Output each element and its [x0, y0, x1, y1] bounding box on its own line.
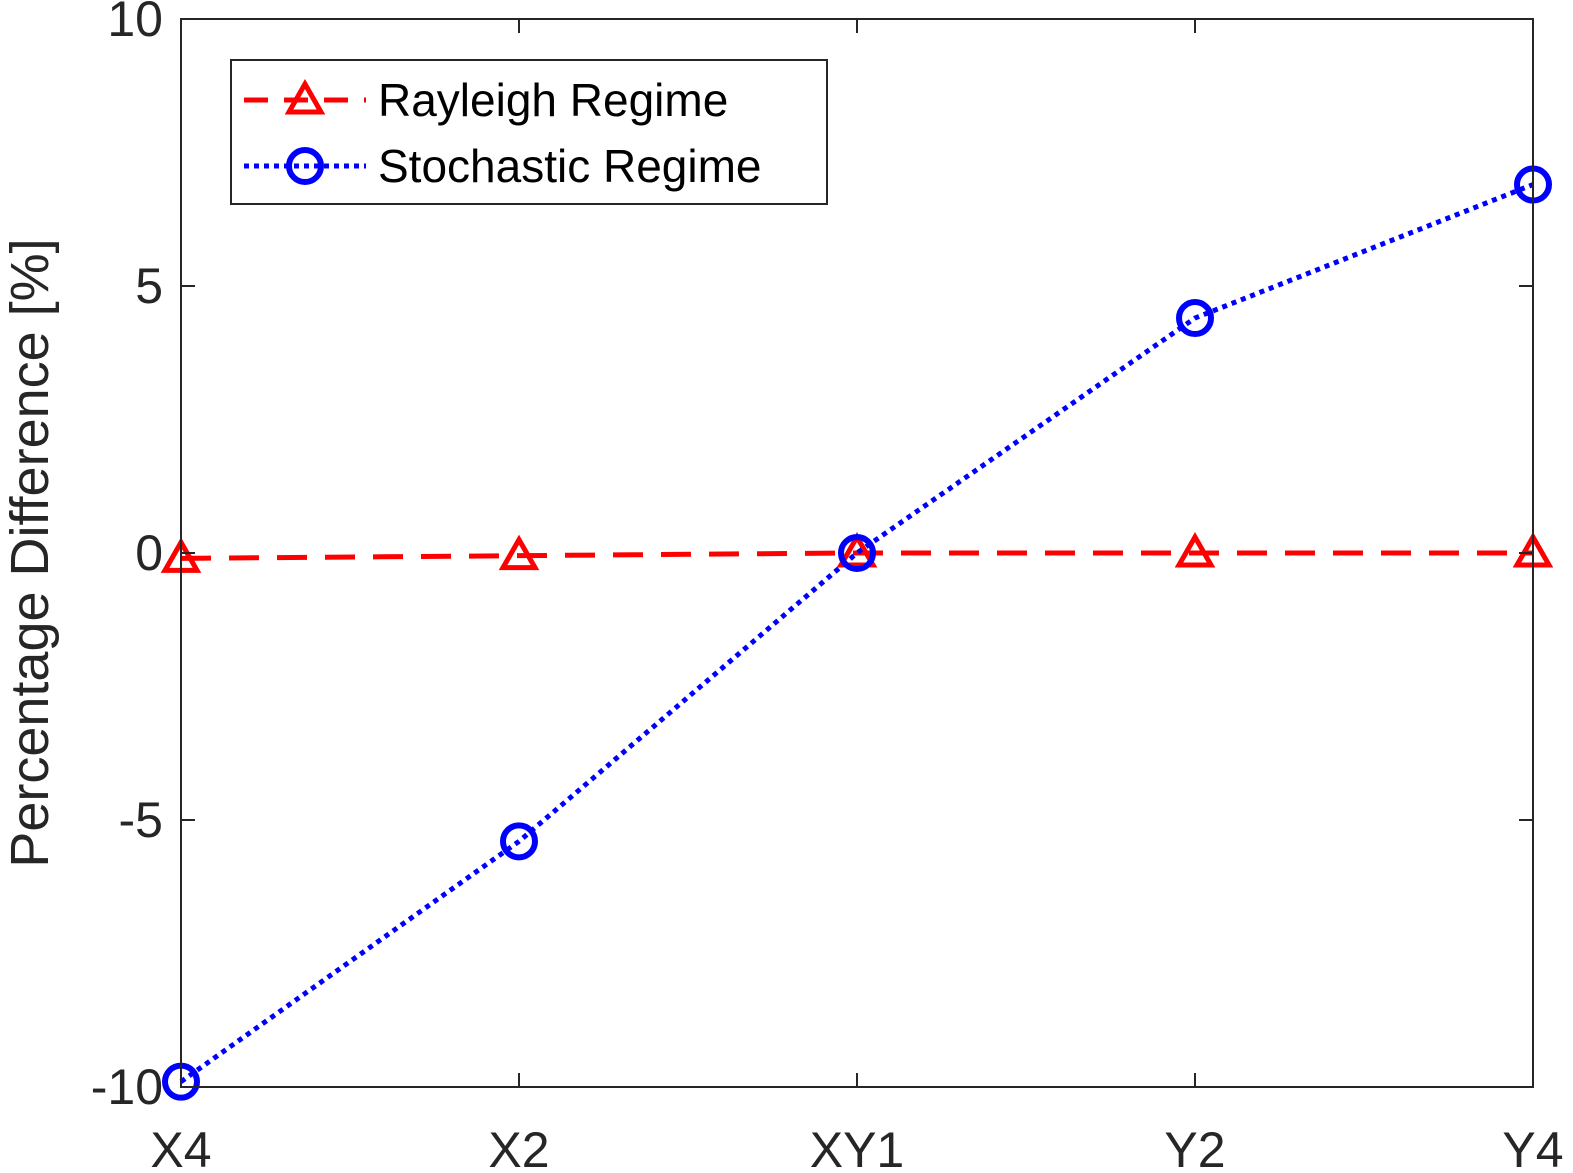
- x-tick-label: X2: [488, 1122, 549, 1173]
- y-tick-label: 5: [135, 258, 163, 314]
- legend-box: [230, 59, 828, 205]
- x-tick-label: Y4: [1502, 1122, 1563, 1173]
- y-tick-label: -5: [119, 792, 163, 848]
- x-tick-label: Y2: [1164, 1122, 1225, 1173]
- y-tick-label: 0: [135, 525, 163, 581]
- series-stochastic-regime: [162, 165, 1552, 1101]
- circle-marker: [838, 534, 876, 572]
- legend: Rayleigh Regime Stochastic Regime: [230, 59, 828, 205]
- y-tick-label: 10: [107, 0, 163, 47]
- y-tick-labels: -10 -5 0 5 10: [91, 0, 163, 1115]
- circle-marker: [500, 822, 538, 861]
- triangle-marker: [836, 531, 878, 568]
- x-tick-label: X4: [150, 1122, 211, 1173]
- plot-area: [160, 165, 1554, 1101]
- legend-entry: Stochastic Regime: [244, 140, 762, 192]
- triangle-marker: [1174, 531, 1216, 568]
- legend-circle-marker: [286, 147, 324, 185]
- series-line: [179, 182, 1534, 1084]
- legend-label: Rayleigh Regime: [378, 74, 728, 126]
- legend-entry: Rayleigh Regime: [244, 74, 728, 126]
- series-rayleigh-regime: [160, 531, 1554, 573]
- series-line: [180, 550, 1533, 561]
- y-tick-label: -10: [91, 1059, 163, 1115]
- x-tick-label: XY1: [810, 1122, 905, 1173]
- x-tick-labels: X4 X2 XY1 Y2 Y4: [150, 1122, 1563, 1173]
- y-axis-label: Percentage Difference [%]: [0, 238, 60, 867]
- legend-triangle-marker: [284, 78, 326, 115]
- triangle-marker: [498, 534, 540, 571]
- legend-label: Stochastic Regime: [378, 140, 762, 192]
- circle-marker: [1176, 299, 1214, 338]
- axis-ticks: [180, 18, 1534, 1088]
